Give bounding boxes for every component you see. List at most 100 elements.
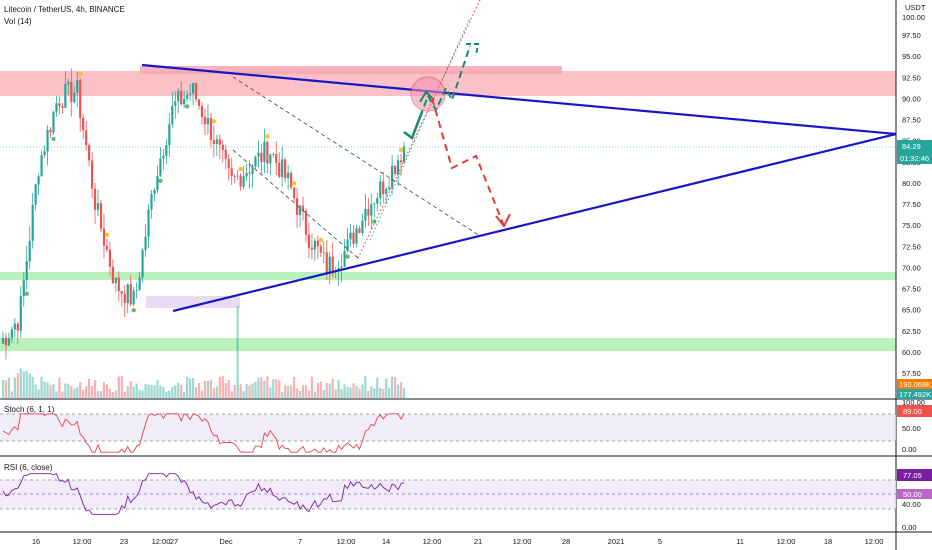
volume-bar	[355, 386, 358, 398]
volume-bar	[391, 376, 394, 398]
volume-bar	[388, 387, 391, 398]
time-axis[interactable]: 16 12:00 23 12:00 27 Dec 7 12:00 14 12:00 21 12:00 2…	[32, 537, 884, 546]
rsi-legend[interactable]: RSI (6, close)	[4, 463, 53, 472]
stoch-value-badge	[897, 405, 932, 417]
candle-body	[245, 172, 248, 177]
volume-bar	[221, 376, 224, 398]
candle-body	[153, 189, 156, 194]
volume-legend[interactable]: Vol (14)	[4, 17, 32, 26]
signal-dot	[78, 71, 83, 76]
volume-bar	[108, 388, 112, 398]
symbol-legend[interactable]: Litecoin / TetherUS, 4h, BINANCE	[4, 5, 125, 14]
candle-body	[379, 181, 382, 198]
candle-body	[364, 208, 367, 221]
stoch-axis-50: 50.00	[902, 424, 921, 433]
volume-bar	[278, 380, 281, 398]
volume-bar	[49, 385, 52, 398]
volume-bar	[194, 387, 198, 398]
candle-body	[402, 146, 406, 163]
candle-body	[257, 152, 260, 157]
volume-bar	[200, 390, 204, 398]
volume-bar	[307, 390, 311, 398]
candle-body	[117, 277, 120, 292]
volume-bar	[153, 385, 156, 398]
time-tick-label: 2021	[608, 537, 625, 546]
volume-bar	[203, 380, 207, 398]
volume-bar	[31, 376, 34, 398]
volume-bar	[180, 384, 183, 398]
volume-bar	[73, 388, 76, 398]
volume-bar	[224, 383, 227, 398]
candle-body	[248, 172, 251, 174]
time-tick-label: 14	[382, 537, 390, 546]
candle-body	[275, 153, 278, 163]
volume-bar	[361, 384, 364, 398]
candle-body	[236, 175, 239, 177]
time-tick-label: 21	[474, 537, 482, 546]
volume-value-2: 177.492K	[899, 390, 931, 399]
candle-body	[19, 296, 22, 331]
stoch-axis-100: 100.00	[902, 398, 925, 407]
candle-body	[37, 176, 40, 185]
candle-body	[331, 256, 334, 271]
stoch-band	[0, 414, 896, 441]
volume-bar	[281, 391, 284, 398]
candle-body	[352, 232, 355, 244]
rsi-value: 77.05	[903, 471, 922, 480]
volume-bar	[233, 384, 236, 398]
time-tick-label: 12:00	[777, 537, 796, 546]
volume-bar	[266, 376, 269, 398]
volume-badge-1	[897, 379, 932, 389]
volume-bar	[275, 379, 278, 398]
volume-bar	[144, 383, 147, 398]
volume-bar	[245, 383, 248, 398]
support-zone-lower	[0, 338, 896, 351]
candle-body	[346, 239, 349, 252]
price-tick-label: 75.00	[902, 221, 921, 230]
time-tick-label: 18	[824, 537, 832, 546]
candle-body	[108, 249, 112, 267]
candle-body	[399, 160, 403, 163]
candle-body	[290, 172, 293, 188]
candle-body	[263, 141, 266, 163]
volume-bar	[393, 377, 397, 398]
candle-body	[251, 166, 254, 174]
volume-bar	[58, 377, 61, 398]
candle-body	[67, 81, 70, 84]
candle-body	[85, 130, 88, 146]
candle-body	[96, 203, 100, 210]
volume-bar	[28, 373, 31, 398]
resistance-zone-top	[140, 66, 562, 74]
candle-body	[361, 220, 364, 233]
volume-bar	[319, 381, 322, 398]
volume-bar	[120, 376, 123, 398]
candle-body	[141, 249, 144, 278]
candle-body	[34, 184, 37, 205]
volume-bar	[171, 387, 174, 398]
volume-bar	[117, 376, 120, 398]
time-tick-label: 28	[562, 537, 570, 546]
time-tick-label: 23	[120, 537, 128, 546]
candle-body	[102, 228, 106, 246]
volume-bar	[183, 391, 186, 398]
volume-bar	[310, 376, 314, 398]
time-tick-label: 16	[32, 537, 40, 546]
candle-body	[322, 252, 325, 254]
price-axis[interactable]: USDT 100.00 97.5095.0092.5090.0087.5085.…	[902, 3, 926, 378]
triangle-upper-trendline[interactable]	[141, 63, 897, 136]
candle-body	[82, 117, 85, 131]
candle-body	[129, 284, 132, 305]
candle-body	[156, 175, 159, 190]
stoch-legend[interactable]: Stoch (6, 1, 1)	[4, 405, 55, 414]
candle-body	[272, 153, 275, 155]
candle-body	[233, 175, 236, 177]
stoch-line	[2, 413, 405, 453]
signal-dot	[51, 136, 56, 142]
price-tick-label: 97.50	[902, 31, 921, 40]
candle-body	[144, 236, 147, 250]
volume-bar	[254, 381, 257, 398]
volume-bar	[396, 384, 400, 398]
triangle-lower-trendline[interactable]	[172, 132, 897, 313]
stoch-axis-0: 0.00	[902, 445, 917, 454]
